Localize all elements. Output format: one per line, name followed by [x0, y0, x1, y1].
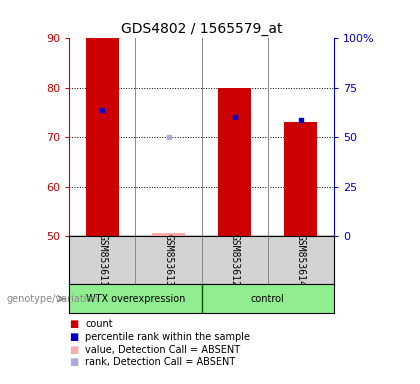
Text: GSM853613: GSM853613 [163, 234, 173, 286]
Text: WTX overexpression: WTX overexpression [86, 293, 185, 304]
Text: GSM853614: GSM853614 [296, 234, 306, 286]
Text: ■: ■ [69, 345, 79, 355]
Text: ■: ■ [69, 319, 79, 329]
Bar [86, 38, 119, 236]
Text: count: count [85, 319, 113, 329]
Text: GSM853612: GSM853612 [230, 234, 240, 286]
Bar [284, 122, 318, 236]
Text: ■: ■ [69, 358, 79, 367]
Text: control: control [251, 293, 285, 304]
Text: GSM853611: GSM853611 [97, 234, 108, 286]
Text: value, Detection Call = ABSENT: value, Detection Call = ABSENT [85, 345, 240, 355]
Text: genotype/variation: genotype/variation [6, 294, 99, 304]
Bar [218, 88, 251, 236]
Title: GDS4802 / 1565579_at: GDS4802 / 1565579_at [121, 22, 282, 36]
Text: ■: ■ [69, 332, 79, 342]
Text: percentile rank within the sample: percentile rank within the sample [85, 332, 250, 342]
Text: rank, Detection Call = ABSENT: rank, Detection Call = ABSENT [85, 358, 236, 367]
Bar [152, 233, 185, 236]
